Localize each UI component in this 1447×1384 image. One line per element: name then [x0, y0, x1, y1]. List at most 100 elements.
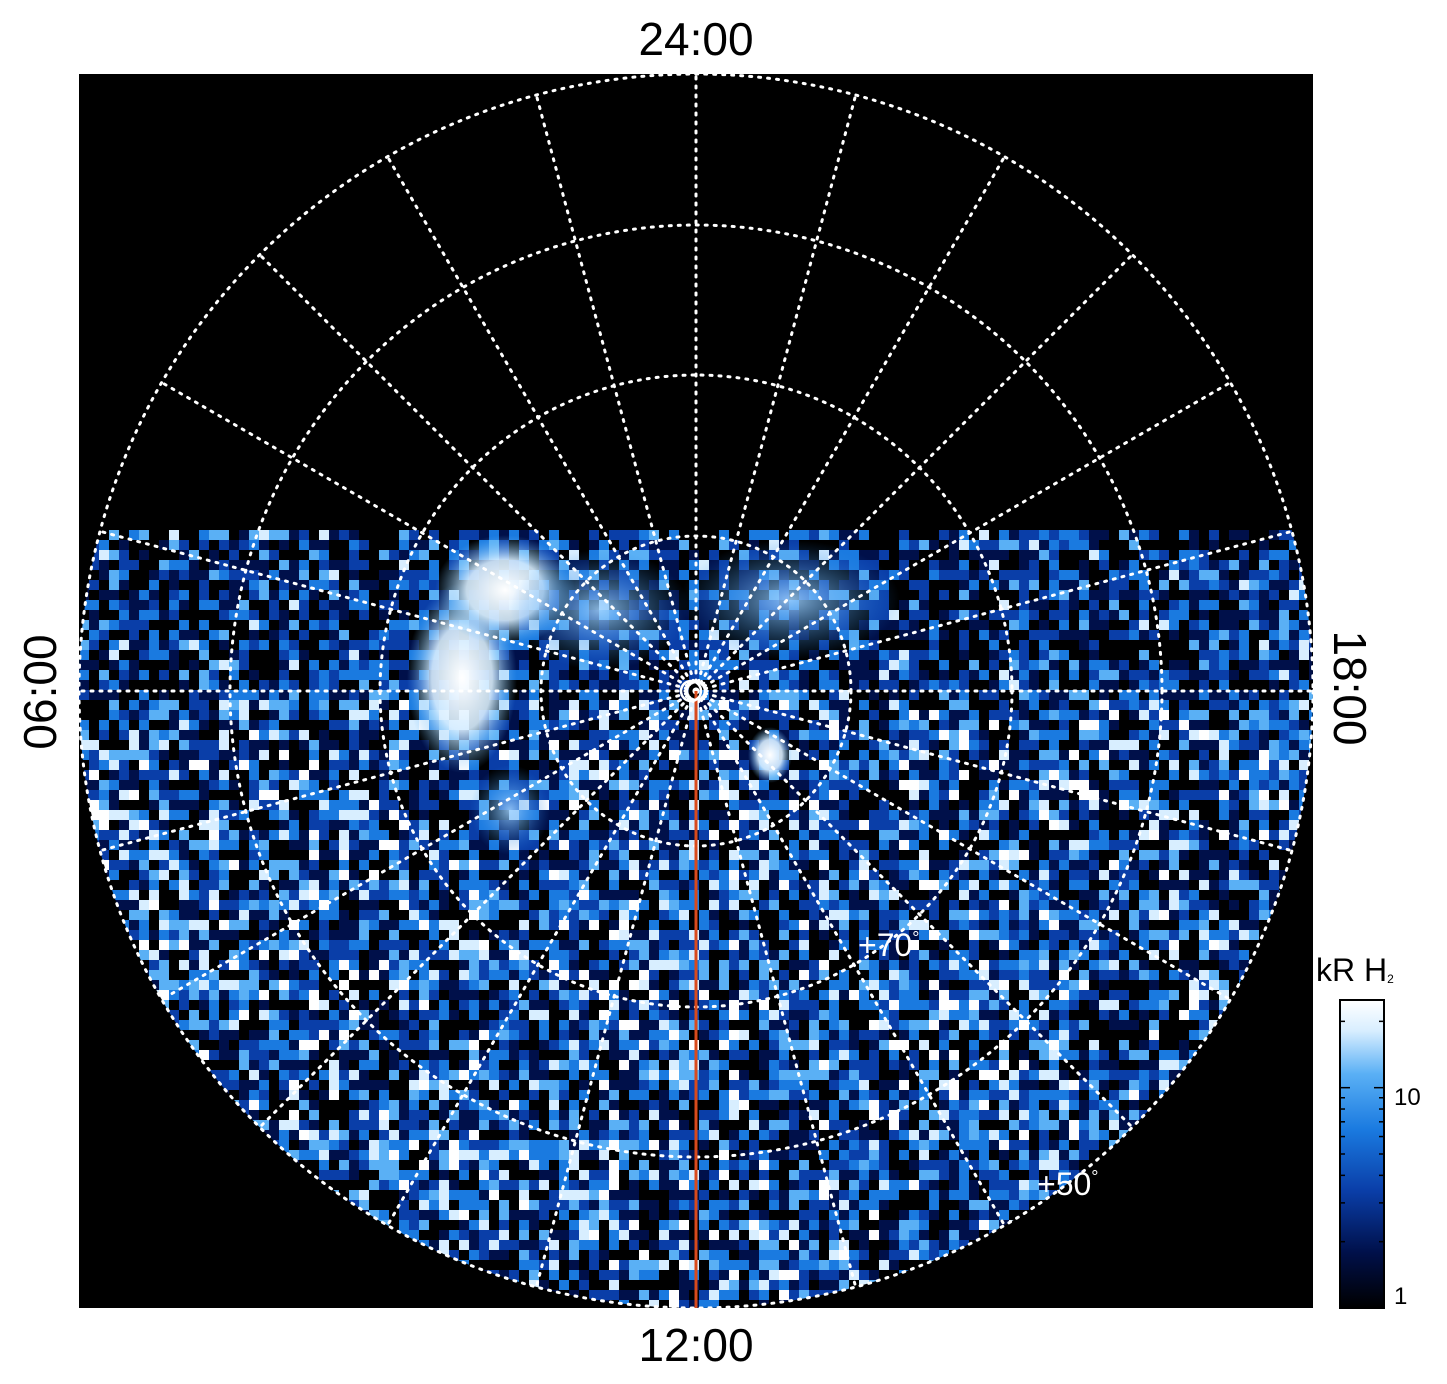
emission-pixel [439, 850, 449, 860]
emission-pixel [209, 530, 219, 540]
emission-pixel [1119, 740, 1129, 750]
emission-pixel [139, 600, 149, 610]
emission-pixel [149, 720, 159, 730]
emission-pixel [639, 820, 649, 830]
emission-pixel [1189, 610, 1199, 620]
emission-pixel [859, 750, 869, 760]
emission-pixel [419, 770, 429, 780]
emission-pixel [289, 740, 299, 750]
emission-pixel [629, 890, 639, 900]
emission-pixel [769, 690, 779, 700]
emission-pixel [1109, 910, 1119, 920]
emission-pixel [1289, 720, 1299, 730]
emission-pixel [899, 760, 909, 770]
emission-pixel [769, 840, 779, 850]
emission-pixel [719, 810, 729, 820]
emission-pixel [539, 890, 549, 900]
emission-pixel [999, 740, 1009, 750]
emission-pixel [89, 740, 99, 750]
emission-pixel [339, 580, 349, 590]
emission-pixel [149, 760, 159, 770]
emission-pixel [1219, 770, 1229, 780]
emission-pixel [1049, 760, 1059, 770]
emission-pixel [949, 910, 959, 920]
emission-pixel [1019, 770, 1029, 780]
emission-pixel [1179, 820, 1189, 830]
emission-pixel [1219, 810, 1229, 820]
emission-pixel [1099, 750, 1109, 760]
emission-pixel [169, 900, 179, 910]
emission-pixel [839, 700, 849, 710]
emission-pixel [179, 710, 189, 720]
emission-pixel [329, 540, 339, 550]
emission-pixel [989, 750, 999, 760]
emission-pixel [929, 910, 939, 920]
emission-pixel [879, 820, 889, 830]
emission-pixel [969, 920, 979, 930]
emission-pixel [799, 790, 809, 800]
emission-pixel [729, 700, 739, 710]
emission-pixel [1299, 790, 1309, 800]
emission-pixel [669, 770, 679, 780]
emission-pixel [959, 800, 969, 810]
emission-pixel [1019, 860, 1029, 870]
emission-pixel [589, 900, 599, 910]
emission-pixel [979, 810, 989, 820]
emission-pixel [959, 830, 969, 840]
emission-pixel [209, 870, 219, 880]
emission-pixel [999, 900, 1009, 910]
emission-pixel [749, 720, 759, 730]
emission-pixel [1139, 860, 1149, 870]
emission-pixel [679, 880, 689, 890]
emission-pixel [189, 630, 199, 640]
emission-pixel [759, 800, 769, 810]
emission-pixel [1199, 800, 1209, 810]
emission-pixel [159, 660, 169, 670]
emission-pixel [849, 850, 859, 860]
emission-pixel [1179, 550, 1189, 560]
emission-pixel [199, 820, 209, 830]
emission-pixel [539, 860, 549, 870]
emission-pixel [849, 800, 859, 810]
emission-pixel [609, 790, 619, 800]
emission-pixel [779, 840, 789, 850]
emission-pixel [1209, 600, 1219, 610]
emission-pixel [1059, 580, 1069, 590]
emission-pixel [1269, 890, 1279, 900]
emission-pixel [509, 900, 519, 910]
emission-pixel [1099, 780, 1109, 790]
emission-pixel [429, 570, 439, 580]
emission-pixel [579, 820, 589, 830]
emission-pixel [459, 850, 469, 860]
emission-pixel [1109, 860, 1119, 870]
emission-pixel [169, 910, 179, 920]
emission-pixel [309, 810, 319, 820]
emission-pixel [699, 820, 709, 830]
emission-pixel [1229, 860, 1239, 870]
emission-pixel [419, 860, 429, 870]
emission-pixel [519, 710, 529, 720]
emission-pixel [929, 810, 939, 820]
emission-pixel [229, 730, 239, 740]
emission-pixel [339, 810, 349, 820]
emission-pixel [519, 850, 529, 860]
emission-pixel [1169, 870, 1179, 880]
emission-pixel [309, 750, 319, 760]
emission-pixel [879, 870, 889, 880]
emission-pixel [269, 880, 279, 890]
emission-pixel [979, 930, 989, 940]
emission-pixel [129, 930, 139, 940]
emission-pixel [709, 820, 719, 830]
emission-pixel [1009, 790, 1019, 800]
emission-pixel [859, 810, 869, 820]
emission-pixel [949, 710, 959, 720]
emission-pixel [919, 880, 929, 890]
emission-pixel [639, 770, 649, 780]
emission-pixel [259, 840, 269, 850]
emission-pixel [819, 680, 829, 690]
emission-pixel [139, 700, 149, 710]
emission-pixel [1179, 750, 1189, 760]
emission-pixel [279, 570, 289, 580]
emission-pixel [569, 800, 579, 810]
emission-pixel [709, 550, 719, 560]
